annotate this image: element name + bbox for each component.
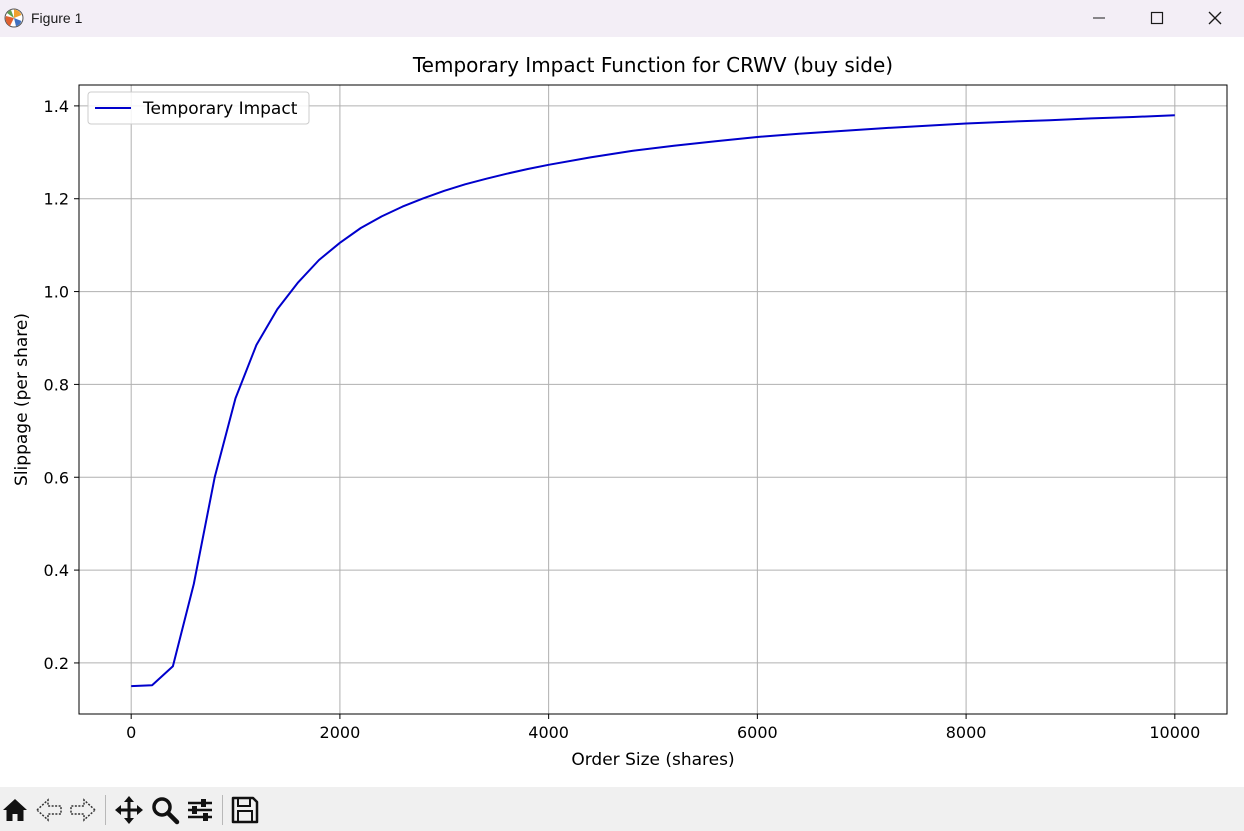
y-tick-label: 1.2 xyxy=(44,190,69,209)
x-tick-label: 4000 xyxy=(528,723,569,742)
close-button[interactable] xyxy=(1186,0,1244,37)
forward-arrow-icon xyxy=(70,798,97,822)
home-icon xyxy=(3,799,27,821)
zoom-magnifier-icon xyxy=(152,797,180,825)
figure-canvas[interactable]: 0 2000 4000 6000 8000 10000 0.2 0.4 0.6 0.8 1.0 1.2… xyxy=(0,37,1244,787)
y-axis-label: Slippage (per share) xyxy=(12,313,32,486)
back-button[interactable] xyxy=(34,795,64,825)
x-tick-label: 2000 xyxy=(320,723,361,742)
minimize-icon xyxy=(1093,17,1105,19)
save-button[interactable] xyxy=(230,795,260,825)
back-arrow-icon xyxy=(35,798,62,822)
pan-move-icon xyxy=(115,796,143,824)
axes-frame xyxy=(78,84,1228,715)
configure-subplots-icon xyxy=(188,799,212,821)
x-tick-label: 10000 xyxy=(1149,723,1200,742)
chart-title: Temporary Impact Function for CRWV (buy … xyxy=(412,53,893,77)
window-titlebar: Figure 1 xyxy=(0,0,1244,37)
x-tick-label: 0 xyxy=(126,723,136,742)
toolbar-separator xyxy=(222,795,223,825)
x-tick-label: 6000 xyxy=(737,723,778,742)
navigation-toolbar xyxy=(0,787,1244,831)
matplotlib-app-icon xyxy=(4,8,24,28)
plot-area xyxy=(79,85,1227,714)
window-title: Figure 1 xyxy=(31,10,83,26)
y-tick-label: 0.2 xyxy=(44,654,69,673)
maximize-icon xyxy=(1150,11,1164,25)
forward-button[interactable] xyxy=(68,795,98,825)
configure-subplots-button[interactable] xyxy=(185,795,215,825)
home-button[interactable] xyxy=(0,795,30,825)
toolbar-separator xyxy=(105,795,106,825)
x-tick-label: 8000 xyxy=(946,723,987,742)
legend-box xyxy=(87,91,310,125)
series-line xyxy=(131,114,1175,688)
y-tick-label: 0.4 xyxy=(44,561,69,580)
zoom-button[interactable] xyxy=(150,795,180,825)
y-tick-label: 0.8 xyxy=(44,375,69,394)
maximize-button[interactable] xyxy=(1128,0,1186,37)
line-chart: 0 2000 4000 6000 8000 10000 0.2 0.4 0.6 0.8 1.0 1.2… xyxy=(12,53,1228,770)
save-floppy-icon xyxy=(231,796,259,824)
legend-entry-label: Temporary Impact xyxy=(142,99,298,119)
y-tick-label: 1.0 xyxy=(44,283,69,302)
minimize-button[interactable] xyxy=(1070,0,1128,37)
y-tick-label: 1.4 xyxy=(44,97,69,116)
y-tick-label: 0.6 xyxy=(44,468,69,487)
close-icon xyxy=(1208,11,1222,25)
pan-button[interactable] xyxy=(114,795,144,825)
x-axis-label: Order Size (shares) xyxy=(571,750,734,770)
